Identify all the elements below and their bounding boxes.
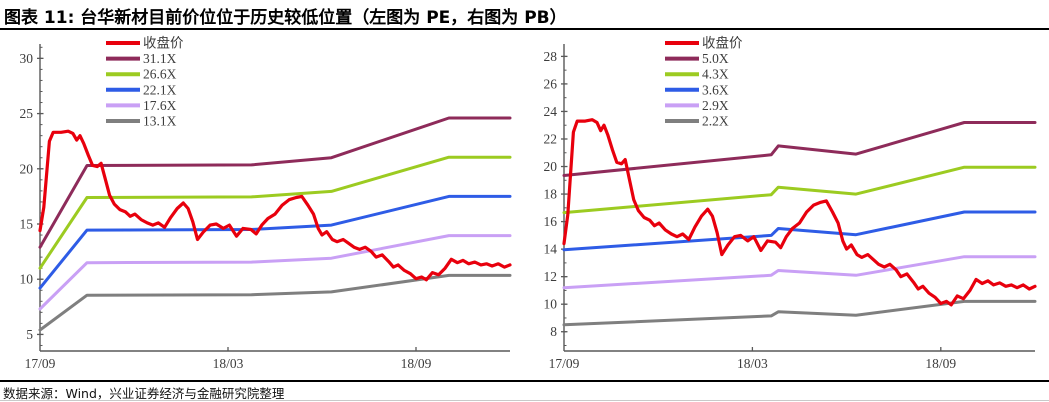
pe-band-chart-axes: 5 10 15 20 25 30 17/09 18/03 18/09 [20, 44, 510, 371]
series-line-26.6X [38, 155, 512, 270]
pe-chart-box: 5 10 15 20 25 30 17/09 18/03 18/09 收盘价 31.1X 26.6X 2… [0, 31, 524, 373]
pe-chart-svg: 5 10 15 20 25 30 17/09 18/03 18/09 收盘价31.1X26.6X2… [20, 35, 512, 371]
series-line-3.6X [562, 210, 1037, 252]
series-line-2.9X [562, 255, 1037, 290]
y-tick-label: 5 [26, 327, 33, 342]
legend-label: 2.2X [702, 114, 729, 129]
y-tick-label: 18 [544, 187, 558, 202]
y-tick-label: 12 [544, 269, 558, 284]
y-tick-label: 30 [20, 51, 34, 66]
legend-label: 26.6X [143, 67, 177, 82]
y-tick-label: 8 [550, 324, 557, 339]
y-tick-label: 25 [20, 106, 34, 121]
series-line-22.1X [38, 194, 512, 290]
y-tick-label: 28 [544, 49, 558, 64]
pe-band-chart-series [38, 116, 512, 332]
y-tick-label: 10 [544, 297, 558, 312]
pb-band-chart-series [562, 118, 1037, 327]
y-tick-label: 24 [544, 104, 558, 119]
data-source-note: 数据来源：Wind，兴业证券经济与金融研究院整理 [3, 386, 285, 401]
y-tick-label: 26 [544, 76, 558, 91]
y-tick-label: 15 [20, 217, 34, 232]
pb-chart-box: 8 10 12 14 16 18 20 22 24 26 28 17/09 18/03 18/09 收盘价 5… [524, 31, 1049, 373]
title-divider [0, 28, 1049, 30]
series-line-17.6X [38, 234, 512, 311]
y-tick-label: 16 [544, 214, 558, 229]
pb-band-chart-axes: 8 10 12 14 16 18 20 22 24 26 28 17/09 18/03 18/09 [544, 44, 1035, 371]
legend-label: 2.9X [702, 98, 729, 113]
charts-row: 5 10 15 20 25 30 17/09 18/03 18/09 收盘价 31.1X 26.6X 2… [0, 31, 1049, 373]
legend-label: 4.3X [702, 67, 729, 82]
series-line-13.1X [38, 273, 512, 332]
footer-divider [0, 380, 1049, 382]
legend-label: 13.1X [143, 114, 177, 129]
x-tick-label: 18/03 [737, 356, 768, 371]
legend-label: 3.6X [702, 82, 729, 97]
series-line-31.1X [38, 116, 512, 249]
legend-label: 22.1X [143, 82, 177, 97]
x-tick-label: 18/09 [925, 356, 956, 371]
figure-title: 图表 11: 台华新材目前价位位于历史较低位置（左图为 PE，右图为 PB） [4, 8, 567, 28]
series-line-收盘价 [38, 129, 512, 282]
bottom-hairline [0, 400, 1049, 401]
series-line-收盘价 [562, 118, 1037, 307]
y-tick-label: 20 [20, 161, 34, 176]
series-line-2.2X [562, 299, 1037, 327]
y-tick-label: 20 [544, 159, 558, 174]
legend-label: 17.6X [143, 98, 177, 113]
legend-label: 收盘价 [702, 35, 743, 51]
y-tick-label: 22 [544, 131, 558, 146]
legend-label: 31.1X [143, 51, 177, 66]
y-tick-label: 14 [544, 242, 558, 257]
x-tick-label: 17/09 [549, 356, 580, 371]
y-tick-label: 10 [20, 272, 34, 287]
x-tick-label: 18/03 [213, 356, 244, 371]
x-tick-label: 18/09 [401, 356, 432, 371]
pb-chart-svg: 8 10 12 14 16 18 20 22 24 26 28 17/09 18/03 18/09 收盘价5… [544, 35, 1037, 371]
series-line-5.0X [562, 121, 1037, 177]
legend-label: 收盘价 [143, 35, 184, 51]
legend-label: 5.0X [702, 51, 729, 66]
x-tick-label: 17/09 [25, 356, 56, 371]
series-line-4.3X [562, 165, 1037, 215]
